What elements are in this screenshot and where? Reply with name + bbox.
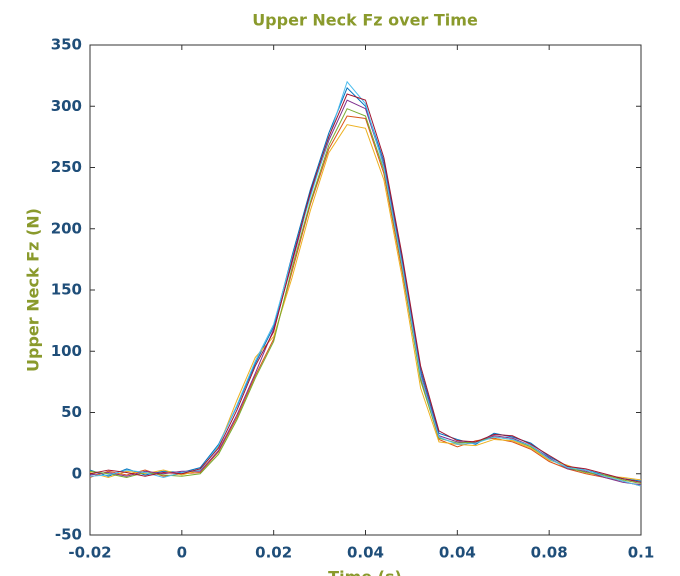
x-tick-label: -0.02 (68, 544, 111, 562)
series-line (89, 99, 642, 486)
series-line (89, 124, 642, 481)
y-tick-label: 50 (61, 403, 82, 421)
series-line (89, 115, 642, 487)
x-tick-label: 0.04 (439, 544, 476, 562)
y-tick-label: 150 (51, 281, 82, 299)
x-tick-label: 0.08 (531, 544, 568, 562)
x-axis-title: Time (s) (328, 568, 402, 576)
series-line (89, 80, 642, 487)
x-tick-label: 0.02 (255, 544, 292, 562)
chart-title: Upper Neck Fz over Time (252, 11, 478, 30)
x-tick-label: 0 (177, 544, 187, 562)
y-tick-label: -50 (55, 526, 82, 544)
y-tick-label: 200 (51, 219, 82, 237)
series-line (89, 93, 642, 483)
y-tick-label: 250 (51, 158, 82, 176)
y-tick-label: 0 (72, 464, 82, 482)
series-line (89, 108, 642, 485)
x-tick-label: 0.04 (347, 544, 384, 562)
x-tick-label: 0.1 (628, 544, 655, 562)
series-line (89, 86, 642, 482)
y-tick-label: 100 (51, 342, 82, 360)
y-tick-label: 300 (51, 97, 82, 115)
y-tick-label: 350 (51, 36, 82, 54)
y-axis-title: Upper Neck Fz (N) (24, 208, 43, 372)
